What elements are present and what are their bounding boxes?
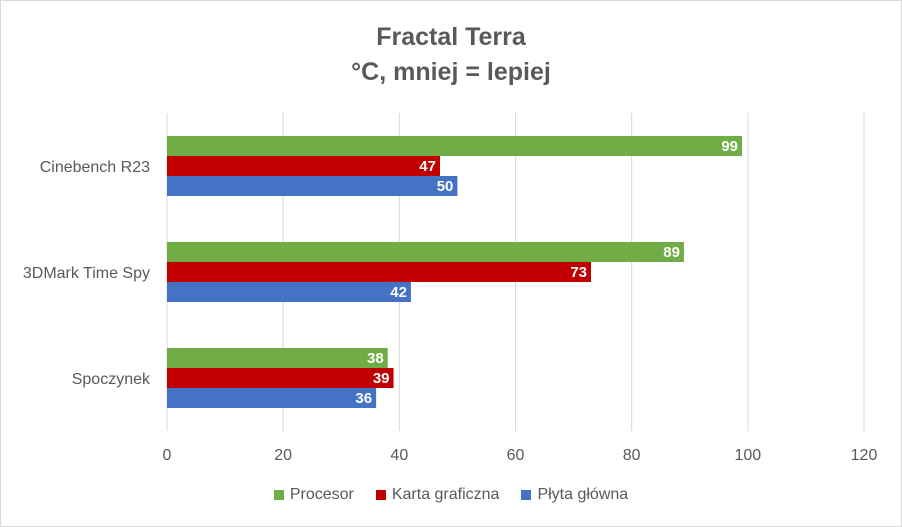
- data-label: 89: [663, 244, 680, 261]
- legend-swatch: [375, 490, 386, 500]
- chart-title: Fractal Terra: [376, 23, 526, 51]
- legend-label: Płyta główna: [537, 486, 629, 503]
- legend: Procesor Karta graficzna Płyta główna: [1, 486, 901, 504]
- x-tick-label: 120: [851, 447, 878, 464]
- bar: [167, 368, 394, 388]
- x-tick-label: 0: [163, 447, 172, 464]
- legend-item: Procesor: [273, 486, 354, 504]
- legend-item: Płyta główna: [521, 486, 628, 504]
- data-label: 99: [721, 138, 738, 155]
- category-label: Spoczynek: [72, 371, 151, 388]
- data-label: 42: [390, 284, 407, 301]
- data-label: 47: [419, 158, 436, 175]
- legend-swatch: [273, 490, 284, 500]
- bar: [167, 388, 377, 408]
- bar: [167, 136, 743, 156]
- x-tick-label: 20: [274, 447, 292, 464]
- bar: [167, 156, 440, 176]
- legend-label: Procesor: [289, 486, 354, 503]
- category-label: 3DMark Time Spy: [23, 265, 150, 282]
- data-label: 39: [373, 370, 390, 387]
- x-tick-label: 100: [734, 447, 761, 464]
- x-tick-label: 80: [623, 447, 641, 464]
- bar: [167, 262, 592, 282]
- bar: [167, 282, 411, 302]
- category-label: Cinebench R23: [40, 159, 150, 176]
- data-label: 50: [437, 178, 454, 195]
- legend-label: Karta graficzna: [391, 486, 500, 503]
- data-label: 36: [355, 390, 372, 407]
- data-label: 73: [570, 264, 587, 281]
- x-tick-label: 60: [507, 447, 525, 464]
- data-label: 38: [367, 350, 384, 367]
- legend-item: Karta graficzna: [375, 486, 500, 504]
- x-tick-label: 40: [390, 447, 408, 464]
- legend-swatch: [521, 490, 532, 500]
- bar: [167, 176, 458, 196]
- chart-subtitle: °C, mniej = lepiej: [351, 58, 551, 86]
- bar: [167, 242, 684, 262]
- bar: [167, 348, 388, 368]
